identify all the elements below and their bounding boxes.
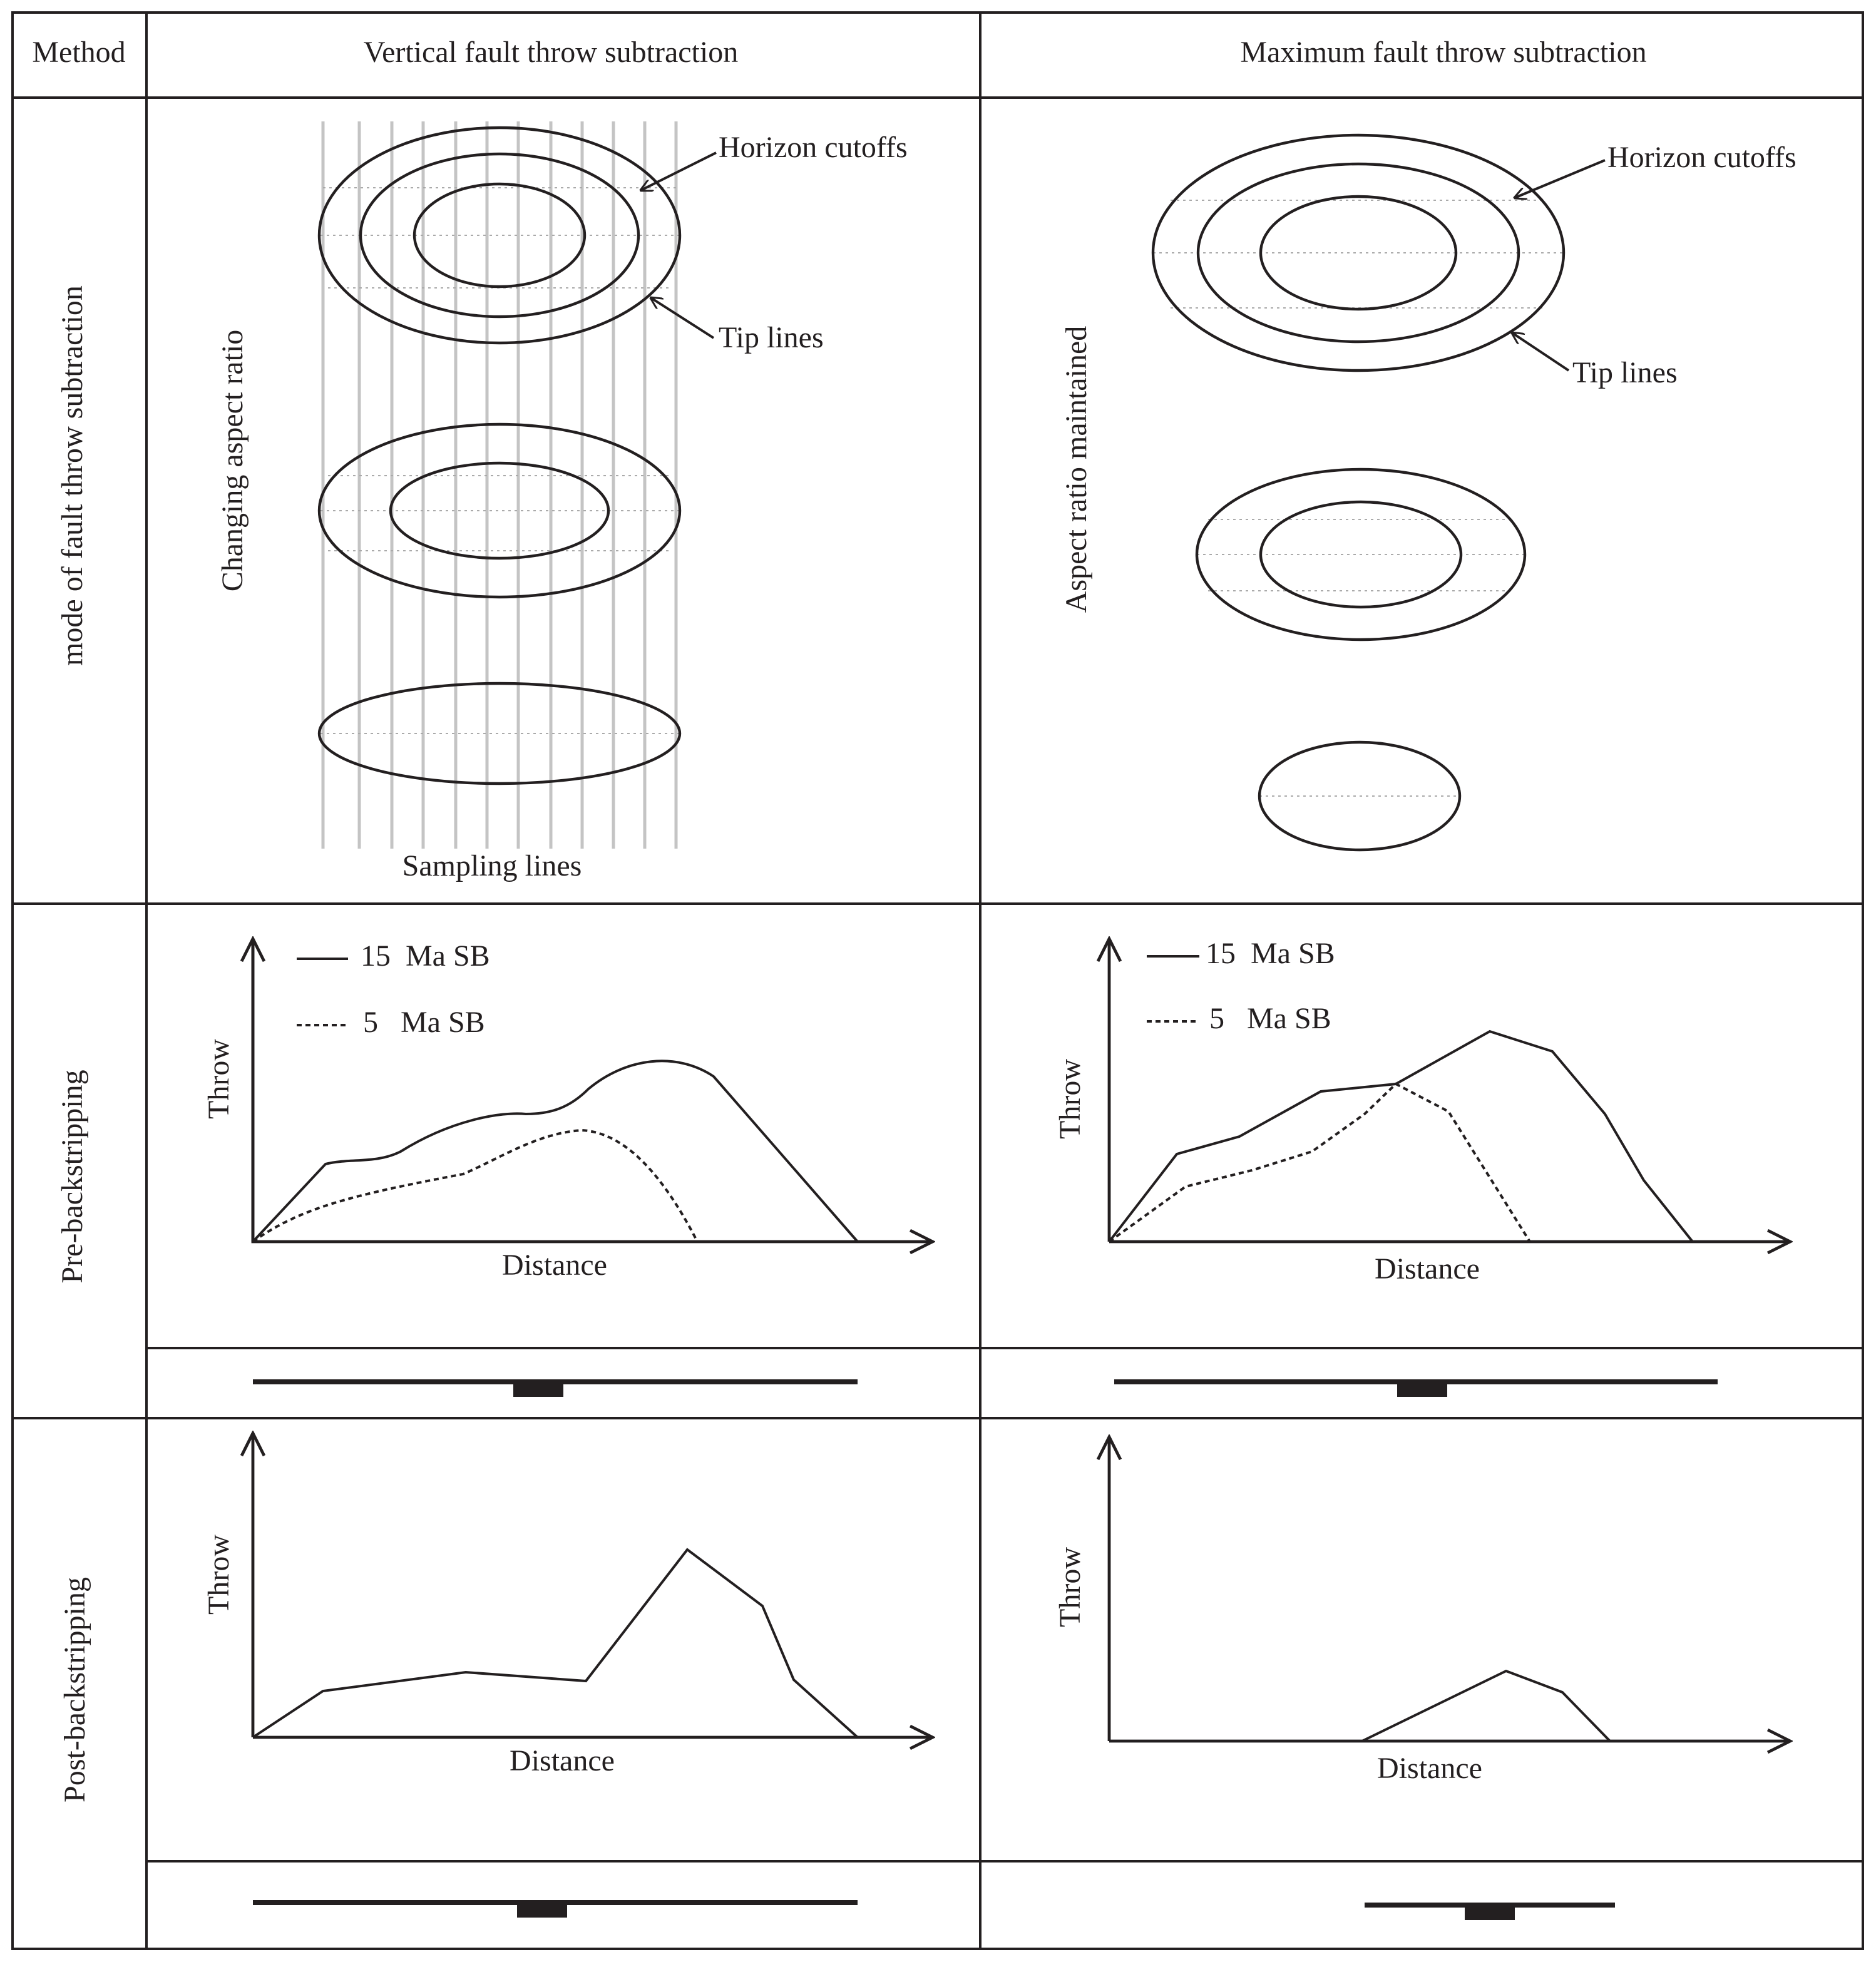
axis-label: Throw (202, 1039, 235, 1119)
ellipses (1151, 133, 1606, 852)
annotation: Sampling lines (402, 849, 582, 882)
header-column: Maximum fault throw subtraction (1240, 36, 1646, 69)
legend-entry: 5 Ma SB (1209, 1002, 1331, 1035)
row-label: mode of fault throw subtraction (56, 285, 89, 666)
row-label: Post-backstripping (58, 1577, 91, 1802)
axis-label: Throw (202, 1535, 235, 1615)
profile (253, 939, 933, 1397)
profile (1109, 1437, 1790, 1920)
axis-label: Throw (1053, 1547, 1087, 1627)
annotation: Aspect ratio maintained (1060, 326, 1093, 613)
annotation: Horizon cutoffs (1607, 141, 1797, 174)
legend-entry: 5 Ma SB (363, 1006, 485, 1039)
profile (1109, 939, 1790, 1397)
ellipses (317, 126, 717, 785)
table-frame (11, 11, 1864, 1950)
axis-label: Distance (502, 1249, 607, 1282)
annotation: Changing aspect ratio (216, 330, 249, 592)
annotation: Tip lines (1572, 356, 1678, 389)
annotation: Tip lines (719, 321, 824, 354)
header-method: Method (32, 36, 125, 69)
sampling-lines (321, 121, 678, 849)
row-label: Pre-backstripping (56, 1070, 89, 1283)
axis-label: Distance (1377, 1752, 1482, 1785)
header-column: Vertical fault throw subtraction (364, 36, 738, 69)
axis-label: Distance (1375, 1252, 1480, 1285)
axis-label: Distance (510, 1744, 615, 1777)
legend-entry: 15 Ma SB (361, 939, 490, 973)
legend-entry: 15 Ma SB (1206, 937, 1335, 970)
annotation: Horizon cutoffs (719, 131, 908, 164)
axis-label: Throw (1053, 1059, 1087, 1139)
profile (253, 1433, 933, 1918)
